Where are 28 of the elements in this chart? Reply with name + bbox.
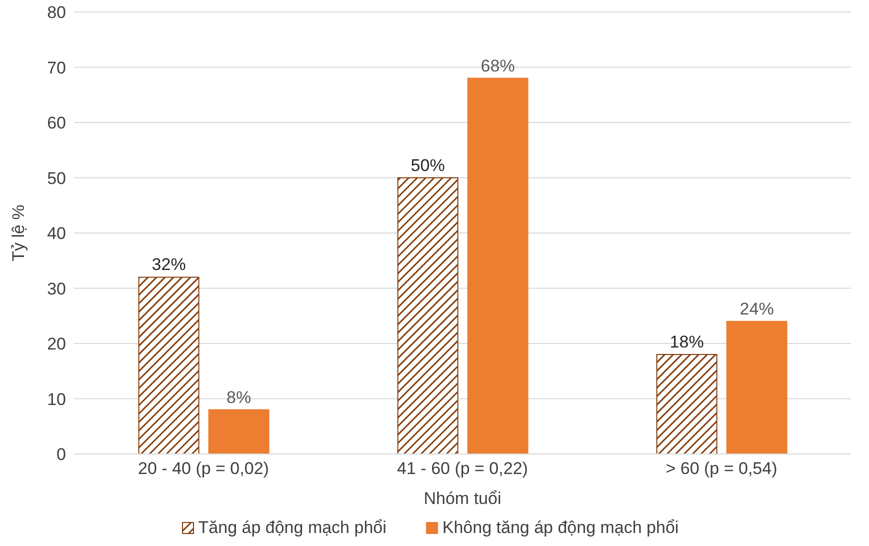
legend-label: Không tăng áp động mạch phổi xyxy=(441,518,679,538)
x-tick-label: > 60 (p = 0,54) xyxy=(666,459,778,478)
y-tick-label: 30 xyxy=(47,279,66,298)
bar xyxy=(397,177,458,454)
data-label: 32% xyxy=(152,255,186,274)
data-label: 50% xyxy=(410,156,445,175)
data-label: 18% xyxy=(670,332,704,352)
y-tick-label: 50 xyxy=(47,168,66,188)
bar xyxy=(138,276,200,454)
y-tick-label: 40 xyxy=(47,224,66,244)
y-tick-label: 20 xyxy=(47,334,66,354)
data-label: 68% xyxy=(480,56,515,76)
data-label: 8% xyxy=(226,388,252,407)
bar xyxy=(467,78,528,454)
y-tick-label: 0 xyxy=(56,445,66,464)
bar xyxy=(726,320,788,454)
y-tick-label: 70 xyxy=(47,58,66,78)
data-label: 24% xyxy=(740,299,774,318)
bar xyxy=(656,354,718,454)
y-tick-label: 80 xyxy=(47,3,66,22)
bar xyxy=(208,409,270,454)
y-axis-title: Tỷ lệ % xyxy=(9,204,28,262)
y-tick-label: 10 xyxy=(47,390,66,409)
legend-label: Tăng áp động mạch phổi xyxy=(197,518,386,538)
x-tick-label: 41 - 60 (p = 0,22) xyxy=(397,459,528,478)
x-tick-label: 20 - 40 (p = 0,02) xyxy=(138,459,269,478)
x-axis-title: Nhóm tuổi xyxy=(424,489,502,508)
y-tick-label: 60 xyxy=(47,114,66,133)
